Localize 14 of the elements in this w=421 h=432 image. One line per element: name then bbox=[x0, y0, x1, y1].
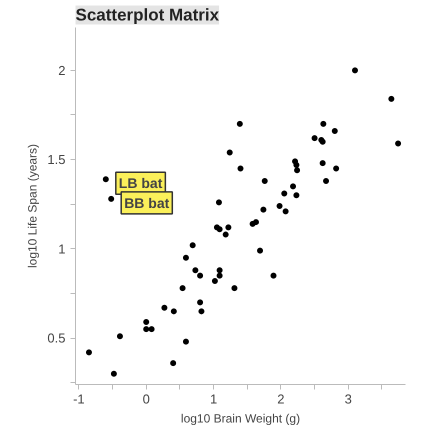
x-tick-label: 2 bbox=[277, 392, 285, 406]
x-axis-title: log10 Brain Weight (g) bbox=[180, 412, 300, 426]
chart-title: Scatterplot Matrix bbox=[76, 6, 220, 24]
y-axis-title: log10 Life Span (years) bbox=[25, 144, 40, 268]
x-tick-label: 0 bbox=[142, 392, 150, 406]
annotation: BB bat bbox=[124, 194, 170, 211]
y-tick-label: 1 bbox=[58, 241, 66, 256]
annotation: LB bat bbox=[118, 175, 163, 192]
x-tick-label: -1 bbox=[73, 392, 85, 406]
y-tick-label: 2 bbox=[58, 62, 66, 78]
y-tick-label: 0.5 bbox=[47, 330, 66, 346]
x-tick-label: 3 bbox=[344, 392, 352, 406]
x-tick-label: 1 bbox=[210, 392, 218, 406]
y-tick-label: 1.5 bbox=[47, 152, 66, 168]
